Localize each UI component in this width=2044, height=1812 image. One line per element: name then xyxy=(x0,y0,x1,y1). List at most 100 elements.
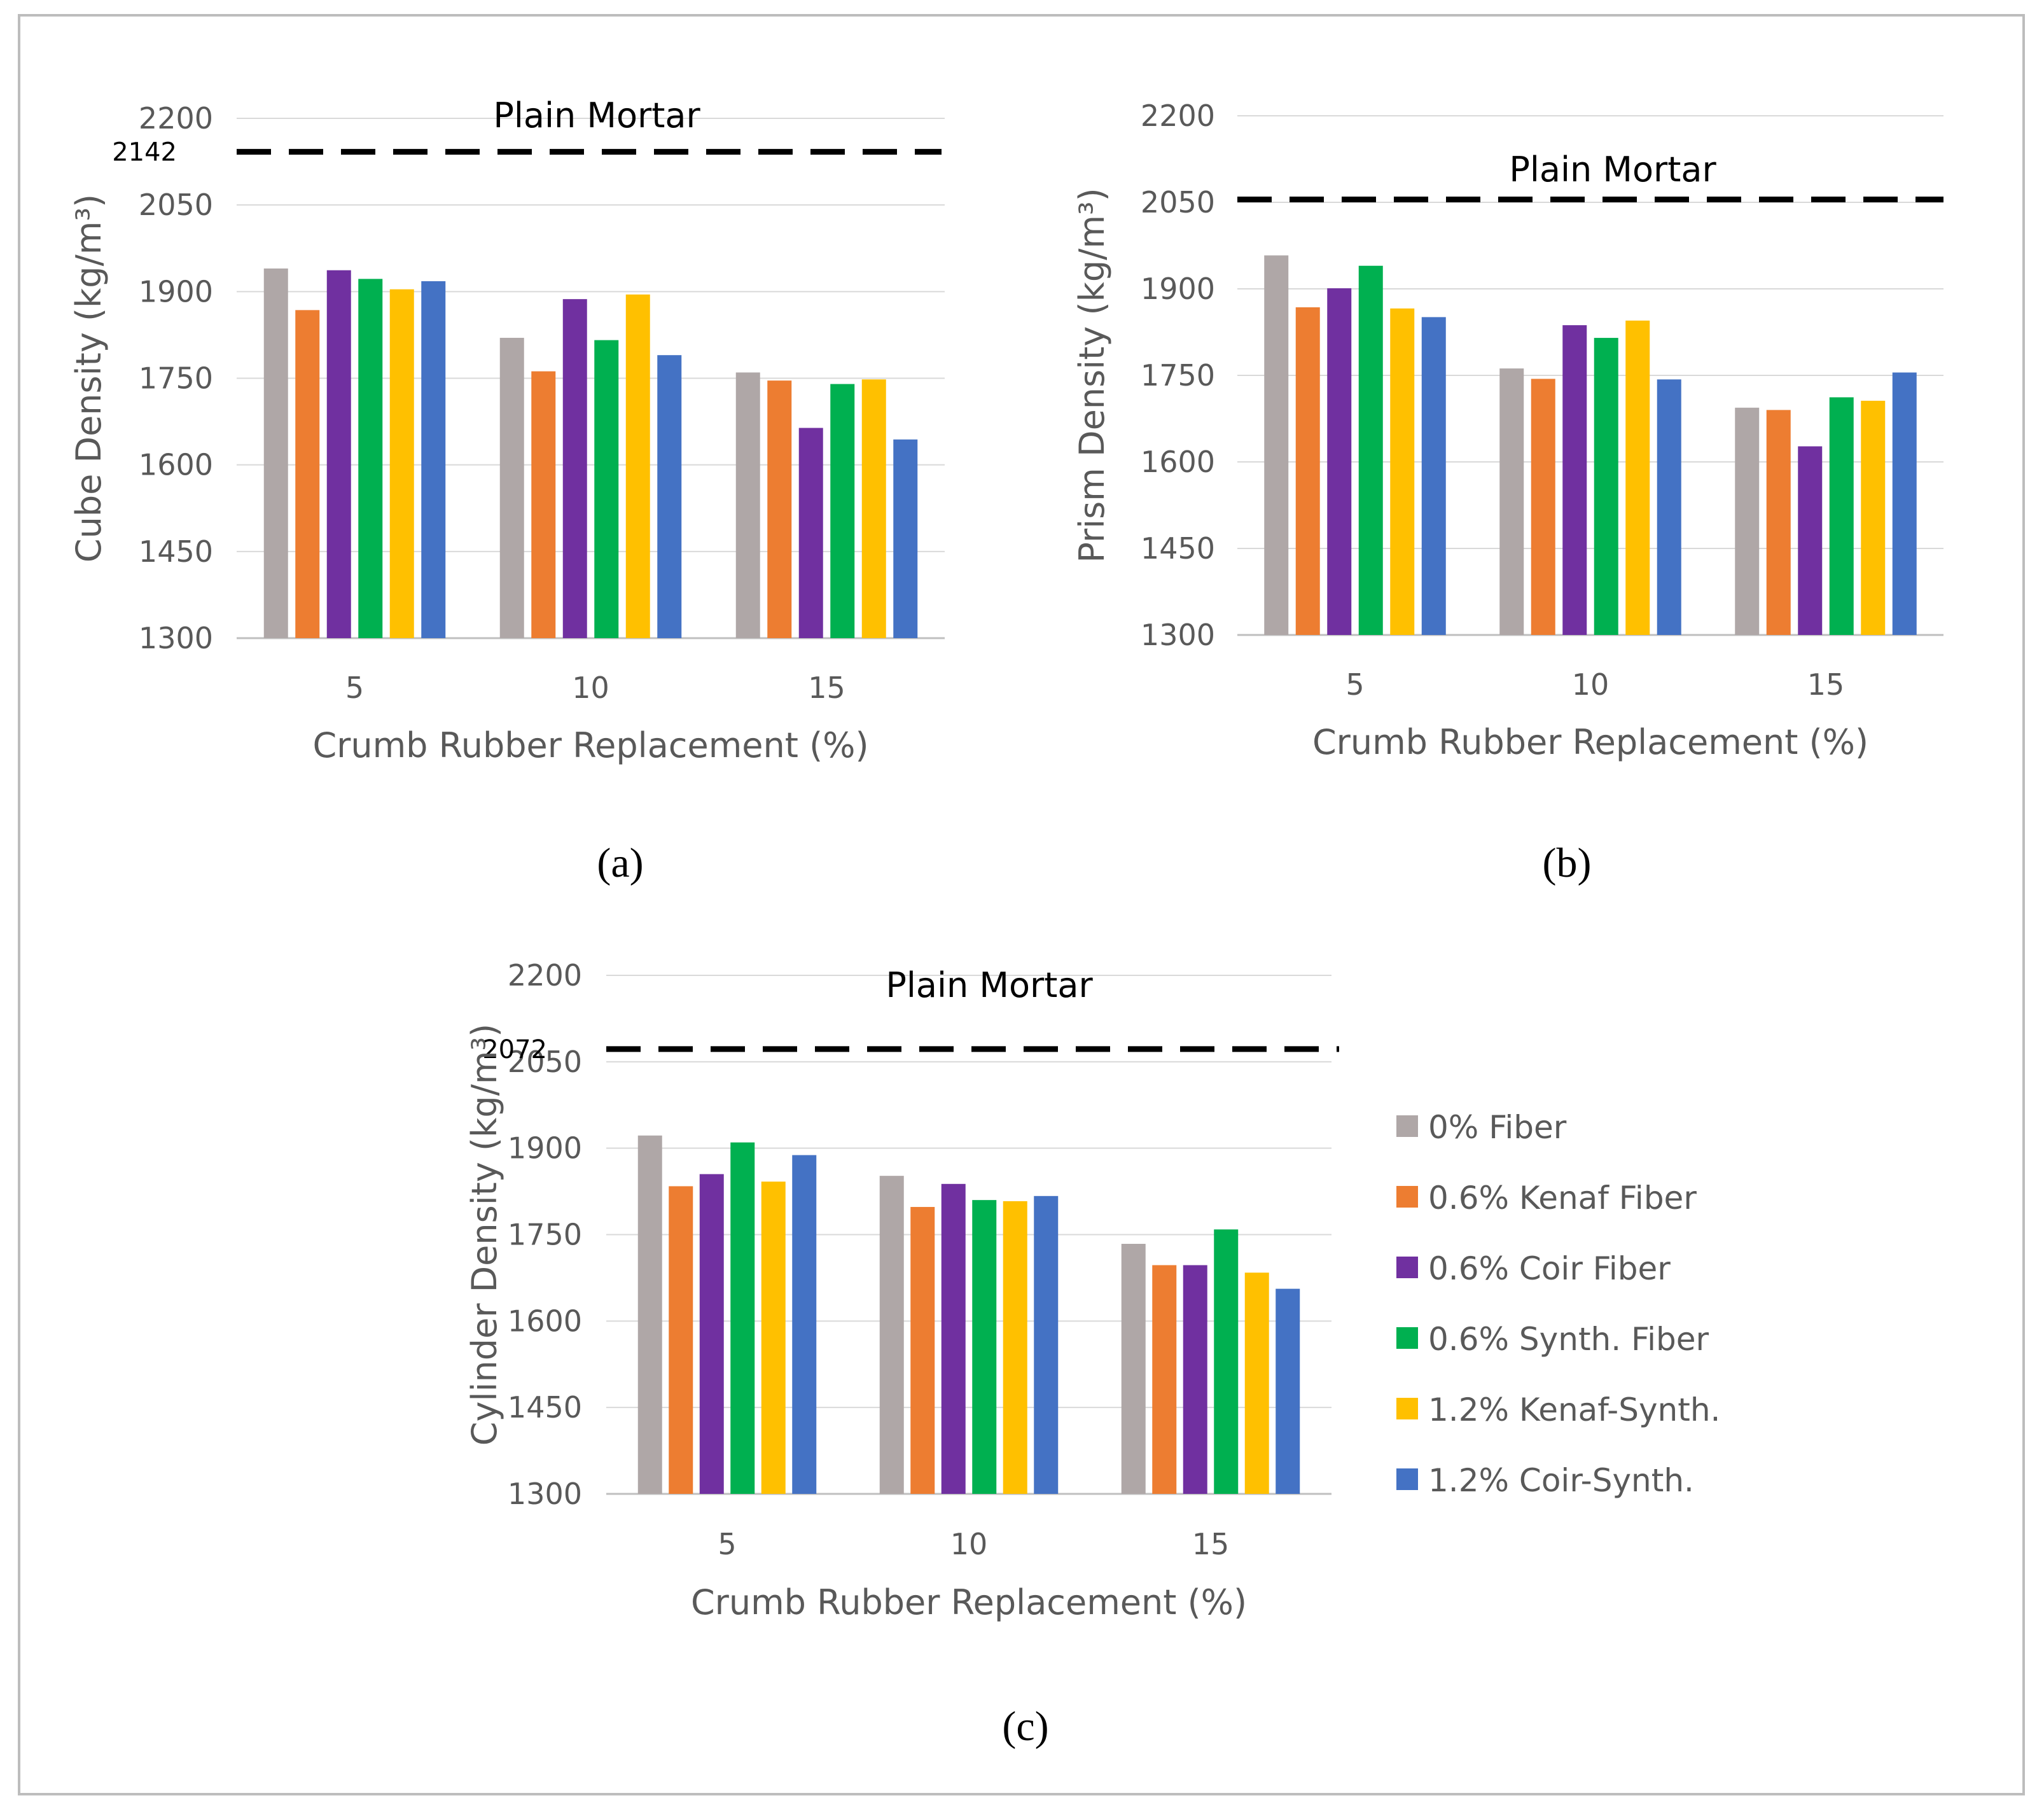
bar xyxy=(972,1200,997,1494)
bar xyxy=(263,268,288,638)
bar xyxy=(730,1142,755,1494)
x-tick-label: 5 xyxy=(1345,667,1364,702)
y-tick-label: 1750 xyxy=(508,1218,582,1252)
bar xyxy=(1421,317,1446,635)
reference-value-label: 2142 xyxy=(112,138,177,167)
bar xyxy=(1152,1265,1177,1494)
legend-swatch xyxy=(1396,1257,1418,1278)
legend-swatch xyxy=(1396,1398,1418,1419)
bar xyxy=(1657,379,1681,635)
x-axis-title: Crumb Rubber Replacement (%) xyxy=(312,725,868,765)
chart-b: 1300 1450 1600 1750 1900 2050 2200 5 10 15 Plain M… xyxy=(1072,99,1943,886)
reference-label: Plain Mortar xyxy=(886,965,1093,1005)
x-tick-label: 5 xyxy=(718,1527,736,1561)
x-tick-label: 10 xyxy=(1572,667,1609,702)
bar xyxy=(1276,1288,1300,1494)
y-tick-label: 2050 xyxy=(139,188,213,222)
legend-label: 0.6% Synth. Fiber xyxy=(1428,1321,1709,1358)
x-tick-label: 15 xyxy=(1192,1527,1230,1561)
legend-swatch xyxy=(1396,1115,1418,1137)
legend-label: 0% Fiber xyxy=(1428,1109,1567,1146)
y-tick-label: 1450 xyxy=(1141,531,1215,566)
legend-swatch xyxy=(1396,1186,1418,1208)
bar xyxy=(830,384,855,638)
bar xyxy=(1499,368,1524,635)
bar xyxy=(1121,1243,1146,1494)
y-tick-label: 1600 xyxy=(1141,445,1215,479)
bar xyxy=(531,371,556,638)
bar xyxy=(1735,407,1760,635)
bar xyxy=(879,1176,904,1494)
bar xyxy=(1214,1229,1239,1494)
panel-label: (b) xyxy=(1543,840,1592,886)
bar xyxy=(1861,400,1886,635)
bar xyxy=(1798,446,1823,635)
figure-frame xyxy=(18,14,2025,1795)
bar xyxy=(1390,308,1415,635)
y-tick-label: 1600 xyxy=(139,448,213,482)
bar xyxy=(1829,397,1854,635)
reference-value-label: 2072 xyxy=(482,1035,547,1064)
y-axis-title: Cube Density (kg/m³) xyxy=(69,194,109,562)
bar xyxy=(326,270,351,638)
y-axis-title: Prism Density (kg/m³) xyxy=(1072,188,1112,562)
x-axis-title: Crumb Rubber Replacement (%) xyxy=(1312,722,1868,762)
y-axis-title: Cylinder Density (kg/m³) xyxy=(464,1024,504,1446)
bar xyxy=(1562,325,1587,635)
bar xyxy=(792,1155,817,1494)
y-tick-label: 1450 xyxy=(139,534,213,569)
bar xyxy=(893,439,918,638)
bar xyxy=(1625,320,1650,635)
bar xyxy=(767,380,792,638)
y-tick-label: 2050 xyxy=(1141,185,1215,220)
bar xyxy=(861,379,886,638)
y-tick-label: 1450 xyxy=(508,1390,582,1425)
reference-label: Plain Mortar xyxy=(1509,150,1716,190)
bar xyxy=(625,294,650,639)
y-tick-label: 1300 xyxy=(1141,618,1215,652)
legend: 0% Fiber 0.6% Kenaf Fiber 0.6% Coir Fiber 0… xyxy=(1396,1109,1720,1499)
legend-label: 0.6% Kenaf Fiber xyxy=(1428,1180,1697,1216)
x-tick-label: 15 xyxy=(808,671,845,705)
bar xyxy=(798,428,823,638)
x-tick-label: 5 xyxy=(345,671,364,705)
chart-c: 1300 1450 1600 1750 1900 2050 2200 5 10 15 Plain M… xyxy=(464,958,1339,1750)
bar xyxy=(1358,265,1383,635)
y-tick-label: 1300 xyxy=(139,621,213,655)
bar xyxy=(562,299,587,639)
bar xyxy=(657,355,682,638)
bar xyxy=(637,1135,662,1494)
bar xyxy=(669,1186,693,1494)
legend-label: 1.2% Kenaf-Synth. xyxy=(1428,1391,1720,1428)
bar xyxy=(699,1174,724,1494)
bar xyxy=(941,1183,966,1494)
bar xyxy=(1034,1195,1059,1494)
y-tick-label: 1900 xyxy=(508,1131,582,1166)
legend-label: 0.6% Coir Fiber xyxy=(1428,1250,1671,1287)
bar xyxy=(295,310,320,639)
bar xyxy=(1594,338,1618,635)
bar xyxy=(761,1181,786,1494)
y-tick-label: 1900 xyxy=(139,274,213,309)
bar xyxy=(1244,1272,1269,1494)
y-tick-label: 1600 xyxy=(508,1304,582,1338)
bar xyxy=(1183,1265,1207,1494)
bar xyxy=(421,281,446,638)
x-axis-title: Crumb Rubber Replacement (%) xyxy=(691,1582,1247,1622)
bar xyxy=(910,1207,935,1494)
legend-swatch xyxy=(1396,1327,1418,1349)
bar xyxy=(389,289,414,638)
bar xyxy=(1003,1201,1027,1494)
y-tick-label: 1300 xyxy=(508,1477,582,1511)
y-tick-label: 2050 xyxy=(508,1045,582,1079)
bar xyxy=(594,340,619,638)
x-tick-label: 15 xyxy=(1807,667,1845,702)
bar xyxy=(1295,307,1320,636)
legend-swatch xyxy=(1396,1468,1418,1490)
y-tick-label: 1900 xyxy=(1141,272,1215,306)
y-tick-label: 1750 xyxy=(1141,358,1215,393)
y-tick-label: 2200 xyxy=(1141,99,1215,133)
bar xyxy=(1531,379,1555,635)
chart-a: 1300 1450 1600 1750 1900 2050 2200 5 10 15 Plain M… xyxy=(69,95,945,886)
